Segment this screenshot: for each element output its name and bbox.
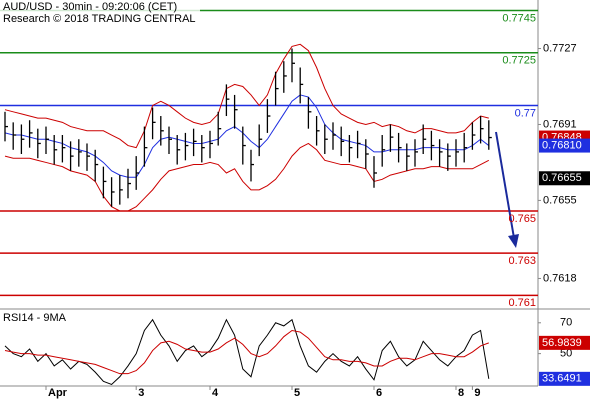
level-label: 0.7725 — [502, 55, 536, 67]
level-label: 0.765 — [508, 213, 536, 225]
rsi-tick-label: 70 — [560, 317, 572, 329]
x-tick-label: 8 — [458, 387, 464, 399]
rsi-tick-label: 50 — [560, 348, 572, 360]
price-tag-label: 0.76655 — [542, 172, 582, 184]
level-label: 0.7745 — [502, 12, 536, 24]
rsi-line — [4, 318, 490, 386]
price-tag — [539, 171, 590, 186]
price-tag-label: 56.9839 — [542, 337, 582, 349]
x-tick-label: 3 — [138, 387, 144, 399]
y-tick-label: 0.7727 — [543, 42, 577, 54]
x-tick-label: 5 — [294, 387, 300, 399]
level-label: 0.761 — [508, 297, 536, 309]
price-tag-label: 33.6491 — [542, 373, 582, 385]
price-tag — [539, 371, 590, 386]
price-tag — [539, 138, 590, 153]
level-label: 0.77 — [515, 107, 536, 119]
rsi-title: RSI14 - 9MA — [3, 312, 67, 324]
indicator-line — [4, 43, 489, 149]
rsi-line — [4, 329, 489, 375]
level-label: 0.763 — [508, 255, 536, 267]
forecast-arrowhead — [508, 234, 519, 248]
y-tick-label: 0.7655 — [543, 194, 577, 206]
indicator-line — [4, 142, 490, 212]
x-tick-label: 6 — [376, 387, 382, 399]
x-tick-label: 4 — [212, 387, 219, 399]
y-tick-label: 0.7691 — [543, 118, 577, 130]
x-tick-label: Apr — [48, 387, 68, 399]
y-tick-label: 0.7618 — [543, 272, 577, 284]
title-backdrop — [0, 0, 200, 26]
chart-title: AUD/USD - 30min - 09:20:06 (CET) — [3, 1, 177, 13]
chart-subtitle: Research © 2018 TRADING CENTRAL — [3, 13, 196, 25]
price-tag-label: 0.76810 — [542, 139, 582, 151]
x-tick-label: 9 — [474, 387, 480, 399]
forecast-arrow — [495, 131, 515, 239]
indicator-line — [4, 94, 490, 178]
price-tag — [539, 335, 590, 350]
